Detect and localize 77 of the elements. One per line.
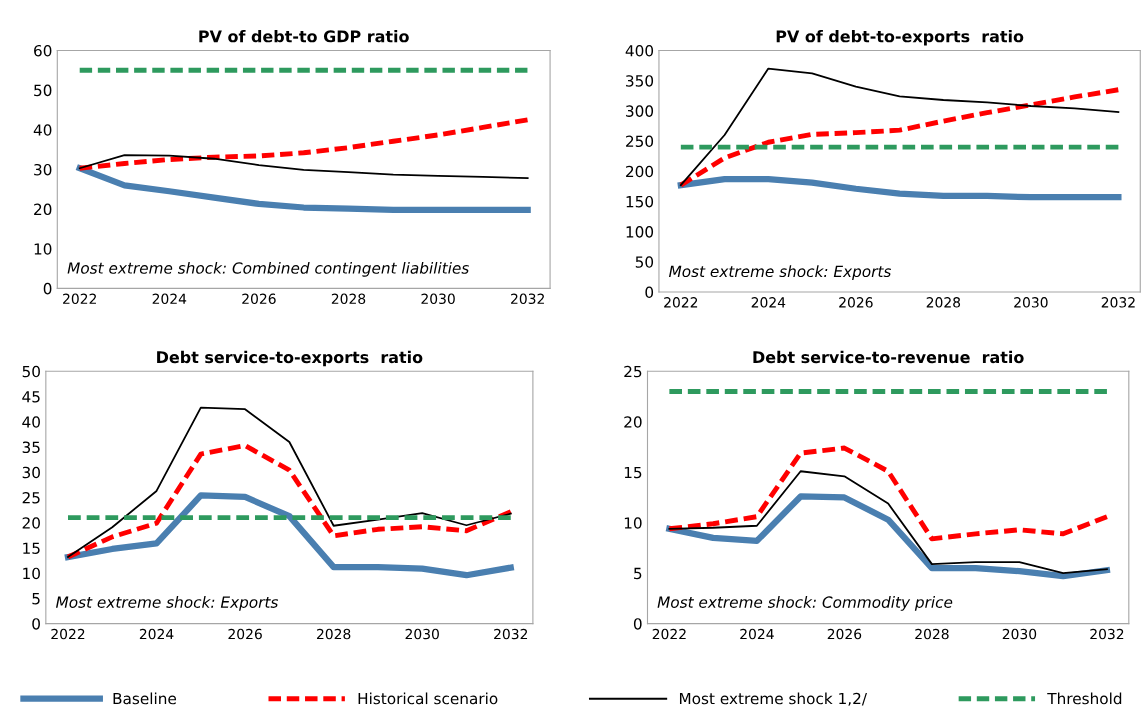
y-tick-label: 0: [32, 618, 40, 630]
x-tick-label: 2026: [228, 628, 262, 640]
line-series: [666, 445, 1110, 542]
y-tick-label: 60: [34, 44, 52, 57]
y-tick-label: 25: [22, 491, 40, 504]
y-tick-label: 0: [645, 286, 654, 299]
line-series: [77, 117, 531, 171]
x-tick-label: 2026: [827, 628, 862, 640]
line-series: [67, 406, 512, 558]
y-tick-label: 20: [34, 203, 52, 216]
x-tick-label: 2028: [915, 628, 949, 640]
y-tick-label: 350: [626, 75, 654, 87]
x-tick-label: 2028: [926, 297, 961, 308]
y-tick-label: 10: [34, 243, 52, 255]
x-tick-label: 2022: [63, 293, 96, 305]
x-tick-label: 2022: [664, 297, 698, 308]
x-tick-label: 2028: [331, 293, 366, 305]
y-tick-label: 35: [22, 441, 40, 454]
y-tick-label: 20: [22, 517, 40, 529]
legend-label: Most extreme shock 1,2/: [679, 692, 867, 706]
annotation: Most extreme shock: Exports: [55, 596, 279, 611]
x-tick-label: 2032: [1090, 628, 1124, 640]
chart-title: PV of debt-to GDP ratio: [199, 30, 409, 43]
x-tick-label: 2032: [494, 628, 528, 640]
annotation: Most extreme shock: Combined contingent liabilities: [67, 261, 469, 277]
legend-label: Historical scenario: [358, 692, 498, 705]
x-tick-label: 2030: [1002, 628, 1037, 640]
y-tick-label: 15: [23, 542, 40, 554]
x-tick-label: 2022: [652, 628, 686, 640]
y-tick-label: 30: [34, 163, 52, 176]
x-tick-label: 2026: [839, 297, 873, 308]
chart-title: PV of debt-to-exports ratio: [776, 30, 1024, 46]
x-tick-label: 2030: [421, 293, 455, 305]
chart-title: Debt service-to-exports ratio: [157, 350, 423, 367]
y-tick-label: 50: [635, 256, 654, 268]
x-tick-label: 2032: [1101, 297, 1135, 308]
y-tick-label: 100: [626, 226, 654, 238]
line-series: [679, 67, 1120, 187]
x-tick-label: 2024: [139, 628, 174, 640]
y-tick-label: 30: [22, 466, 40, 479]
y-tick-label: 150: [626, 195, 654, 208]
annotation: Most extreme shock: Exports: [668, 265, 892, 281]
x-tick-label: 2024: [740, 628, 774, 640]
y-tick-label: 40: [22, 416, 40, 428]
y-tick-label: 20: [624, 416, 642, 428]
y-tick-label: 200: [626, 165, 654, 178]
x-tick-label: 2032: [511, 293, 544, 305]
y-tick-label: 25: [624, 365, 642, 378]
line-series: [78, 154, 529, 180]
y-tick-label: 0: [43, 282, 52, 295]
y-tick-label: 400: [625, 44, 654, 57]
y-tick-label: 45: [22, 391, 40, 403]
line-series: [678, 87, 1121, 188]
y-tick-label: 50: [34, 84, 52, 97]
annotation: Most extreme shock: Commodity price: [657, 596, 953, 611]
legend-label: Baseline: [113, 692, 177, 705]
x-tick-label: 2030: [405, 628, 439, 640]
y-tick-label: 0: [633, 618, 642, 630]
chart-title: Debt service-to-revenue ratio: [753, 350, 1024, 364]
y-tick-label: 10: [23, 567, 40, 580]
y-tick-label: 5: [634, 567, 642, 580]
y-tick-label: 40: [33, 124, 52, 136]
x-tick-label: 2024: [751, 297, 786, 308]
line-series: [65, 443, 514, 560]
x-tick-label: 2030: [1014, 297, 1048, 308]
y-tick-label: 15: [624, 466, 642, 479]
x-tick-label: 2028: [316, 628, 351, 640]
x-tick-label: 2024: [152, 293, 187, 305]
y-tick-label: 50: [22, 365, 40, 378]
x-tick-label: 2022: [51, 628, 85, 640]
y-tick-label: 250: [626, 135, 654, 148]
y-tick-label: 10: [624, 517, 642, 529]
legend-label: Threshold: [1047, 692, 1122, 705]
y-tick-label: 300: [626, 105, 654, 117]
line-series: [668, 470, 1108, 575]
x-tick-label: 2026: [242, 293, 276, 305]
y-tick-label: 5: [32, 593, 40, 605]
